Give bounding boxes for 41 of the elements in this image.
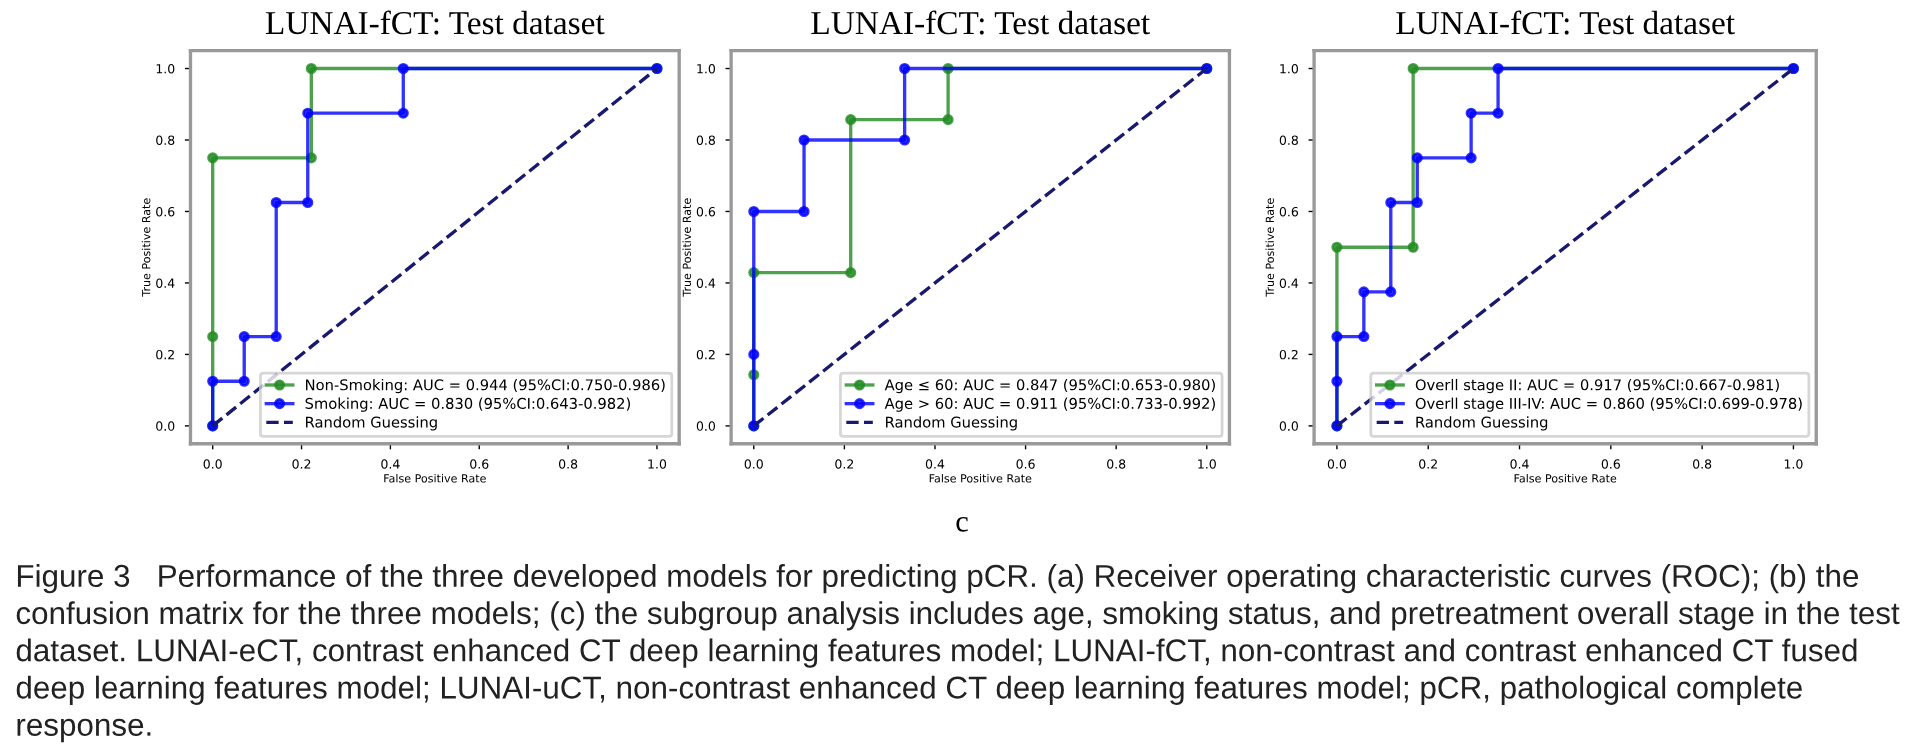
point	[748, 205, 760, 218]
text: c	[956, 516, 968, 532]
point	[397, 62, 409, 75]
point	[1411, 152, 1423, 164]
point	[1331, 241, 1343, 253]
point	[1465, 107, 1477, 119]
point	[1407, 241, 1419, 253]
chart-title: LUNAI-fCT: Test dataset	[811, 10, 1150, 35]
chart-title: LUNAI-fCT: Test dataset	[265, 10, 605, 35]
point	[899, 134, 911, 146]
point	[1492, 62, 1504, 75]
point	[1358, 286, 1370, 298]
point	[397, 107, 409, 119]
point	[1465, 152, 1477, 164]
point	[845, 267, 857, 279]
point	[1492, 107, 1504, 119]
point	[270, 331, 282, 343]
point	[305, 62, 317, 75]
point	[270, 196, 282, 209]
point	[1385, 286, 1397, 298]
point	[845, 114, 857, 126]
point	[748, 348, 760, 360]
point	[1331, 331, 1343, 343]
point	[1331, 375, 1343, 387]
point	[238, 375, 250, 387]
point	[942, 114, 954, 126]
point	[302, 196, 314, 209]
point	[1411, 196, 1423, 209]
point	[302, 107, 314, 119]
point	[1385, 196, 1397, 209]
point	[207, 152, 219, 164]
point	[798, 134, 810, 146]
point	[1358, 331, 1370, 343]
point	[207, 375, 219, 387]
point	[207, 331, 219, 343]
chart-title: LUNAI-fCT: Test dataset	[1396, 10, 1735, 35]
point	[798, 205, 810, 218]
point	[1407, 62, 1419, 75]
point	[899, 62, 911, 75]
point	[238, 331, 250, 343]
caption: Figure 3 Performance of the three developed models for predicting pCR. (a) Receiver operating characteristic curves (ROC); (b) the confusion matrix for the three models; (c) the subgroup analysis includes age, smoking status, and pretreatment overall stage in the test dataset. LUNAI-eCT, contrast enhanced CT deep learning features model; LUNAI-fCT, non-contrast and contrast enhanced CT fused deep learning features model; LUNAI-uCT, non-contrast enhanced CT deep learning features model; pCR, pathological complete response.	[16, 564, 1900, 743]
